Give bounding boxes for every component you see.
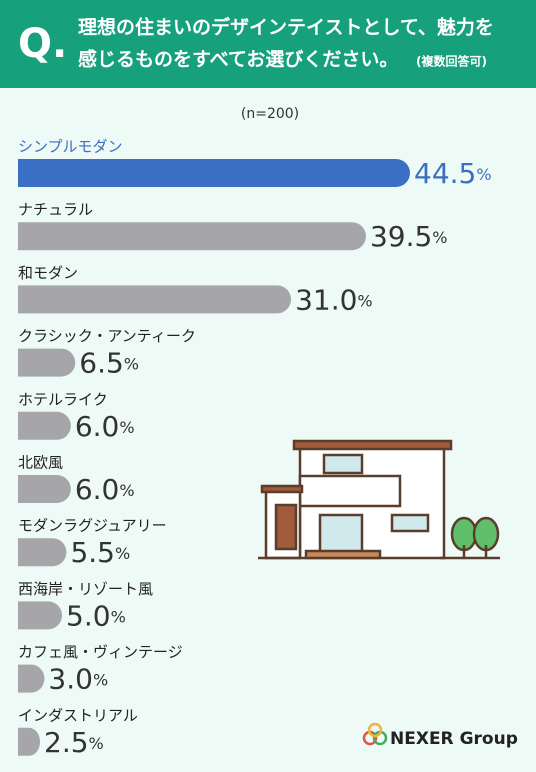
category-label: シンプルモダン: [18, 138, 123, 156]
value-label: 6.0%: [75, 473, 135, 506]
house-illustration: [258, 439, 500, 560]
bar: [18, 664, 45, 693]
category-label: ナチュラル: [18, 201, 93, 219]
value-label: 3.0%: [48, 663, 108, 696]
bar: [18, 222, 366, 251]
category-label: 和モダン: [18, 264, 78, 282]
value-label: 6.0%: [75, 410, 135, 443]
q-mark: Q.: [18, 21, 67, 67]
bar: [18, 475, 71, 503]
bar: [18, 159, 410, 187]
bar: [18, 538, 67, 567]
header-band: [0, 0, 536, 88]
question-line: 理想の住まいのデザインテイストとして、魅力を: [78, 16, 494, 39]
value-label: 31.0%: [295, 283, 373, 316]
bar: [18, 411, 71, 440]
bar: [18, 727, 41, 756]
category-label: カフェ風・ヴィンテージ: [18, 643, 183, 661]
category-label: インダストリアル: [18, 706, 138, 724]
logo-text: NEXER Group: [390, 729, 518, 749]
value-label: 39.5%: [370, 220, 448, 253]
value-label: 44.5%: [414, 157, 492, 190]
sample-size: (n=200): [241, 106, 299, 122]
category-label: モダンラグジュアリー: [18, 517, 167, 535]
category-label: ホテルライク: [18, 390, 108, 408]
category-label: クラシック・アンティーク: [18, 327, 196, 345]
logo: NEXER Group: [362, 722, 518, 749]
bar: [18, 348, 76, 377]
bar: [18, 601, 63, 630]
category-label: 北欧風: [18, 454, 63, 472]
question-line: 感じるものをすべてお選びください。: [78, 48, 398, 71]
category-label: 西海岸・リゾート風: [18, 580, 153, 598]
question-note: (複数回答可): [416, 54, 487, 69]
bar: [18, 285, 292, 314]
value-label: 6.5%: [79, 347, 139, 380]
value-label: 2.5%: [44, 726, 104, 759]
value-label: 5.5%: [70, 536, 130, 569]
value-label: 5.0%: [66, 599, 126, 632]
